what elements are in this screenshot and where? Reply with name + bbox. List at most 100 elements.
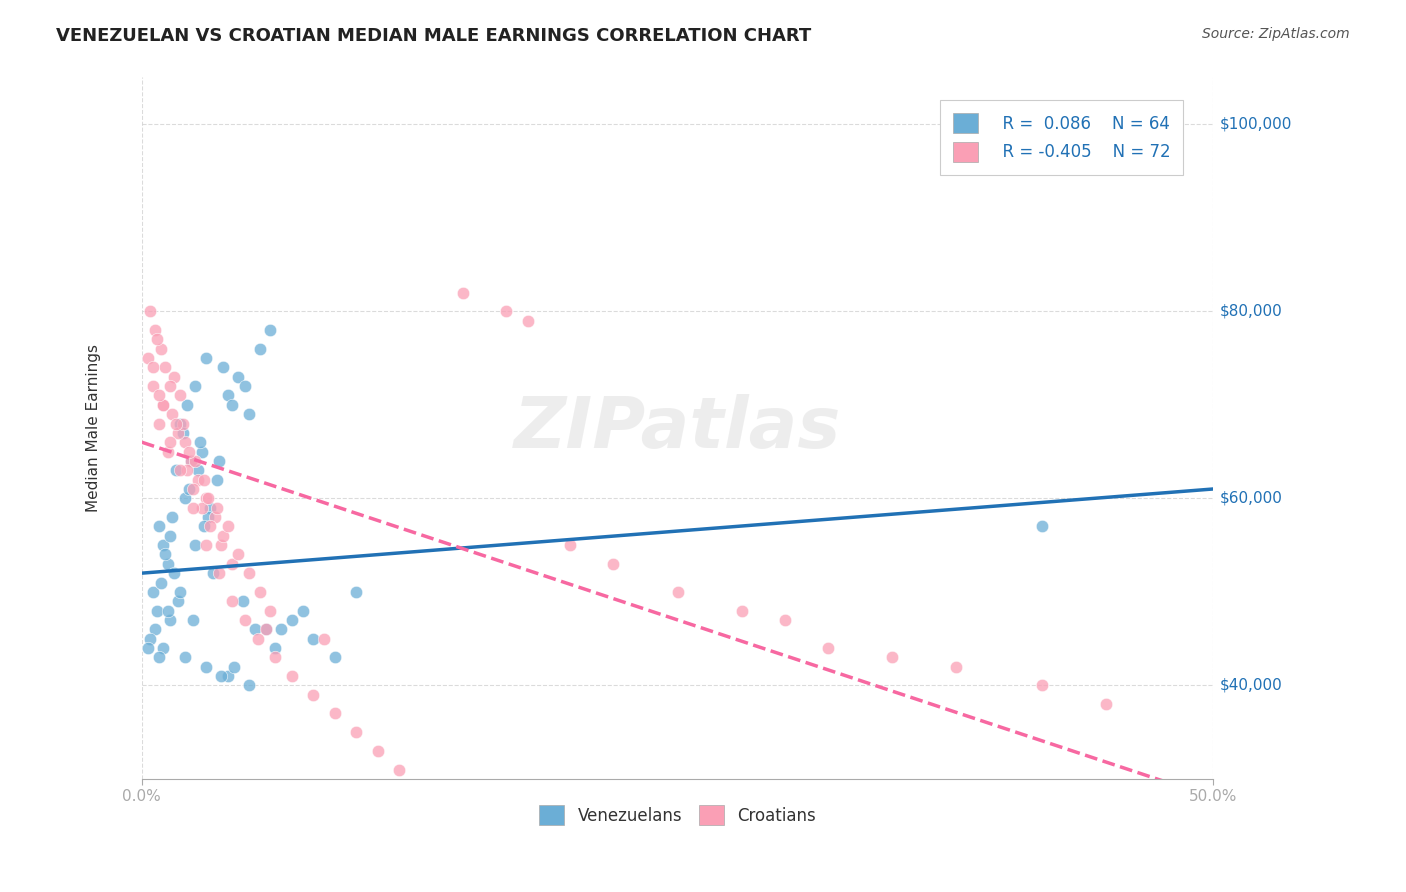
Point xyxy=(152,398,174,412)
Text: ZIPatlas: ZIPatlas xyxy=(513,393,841,463)
Point xyxy=(281,669,304,683)
Point xyxy=(238,678,260,692)
Point xyxy=(731,603,754,617)
Point xyxy=(148,388,170,402)
Point xyxy=(238,566,260,581)
Point xyxy=(169,388,191,402)
Point xyxy=(184,379,207,393)
Point xyxy=(195,351,218,365)
Point xyxy=(163,369,186,384)
Text: $60,000: $60,000 xyxy=(1220,491,1284,506)
Point xyxy=(148,650,170,665)
Point xyxy=(270,622,292,636)
Text: $100,000: $100,000 xyxy=(1220,117,1292,132)
Point xyxy=(165,417,187,431)
Point xyxy=(169,463,191,477)
Point xyxy=(156,444,179,458)
Point xyxy=(205,500,228,515)
Point xyxy=(238,407,260,421)
Point xyxy=(602,557,624,571)
Point xyxy=(291,603,314,617)
Point xyxy=(212,529,235,543)
Point xyxy=(195,659,218,673)
Point xyxy=(302,632,325,646)
Point xyxy=(148,417,170,431)
Point xyxy=(148,519,170,533)
Point xyxy=(1031,519,1053,533)
Point xyxy=(152,398,174,412)
Point xyxy=(195,538,218,552)
Point xyxy=(246,632,269,646)
Point xyxy=(159,529,181,543)
Point xyxy=(245,622,267,636)
Point xyxy=(195,491,218,506)
Point xyxy=(172,425,194,440)
Point xyxy=(259,603,281,617)
Point xyxy=(146,603,169,617)
Point xyxy=(226,369,249,384)
Point xyxy=(516,313,538,327)
Point xyxy=(177,482,200,496)
Point xyxy=(193,473,215,487)
Point xyxy=(249,585,271,599)
Point xyxy=(344,725,367,739)
Point xyxy=(773,613,796,627)
Point xyxy=(136,640,159,655)
Point xyxy=(388,763,411,777)
Point xyxy=(184,538,207,552)
Point xyxy=(254,622,277,636)
Point xyxy=(212,360,235,375)
Point xyxy=(302,688,325,702)
Point xyxy=(143,622,166,636)
Point xyxy=(226,548,249,562)
Point xyxy=(209,669,232,683)
Point xyxy=(160,407,183,421)
Point xyxy=(880,650,903,665)
Point xyxy=(263,650,285,665)
Point xyxy=(181,500,204,515)
Point xyxy=(173,650,195,665)
Point xyxy=(200,519,222,533)
Point xyxy=(136,351,159,365)
Point xyxy=(159,613,181,627)
Text: $80,000: $80,000 xyxy=(1220,304,1282,318)
Point xyxy=(180,454,202,468)
Point xyxy=(323,706,346,721)
Text: $40,000: $40,000 xyxy=(1220,678,1282,693)
Point xyxy=(323,650,346,665)
Point xyxy=(176,398,198,412)
Text: VENEZUELAN VS CROATIAN MEDIAN MALE EARNINGS CORRELATION CHART: VENEZUELAN VS CROATIAN MEDIAN MALE EARNI… xyxy=(56,27,811,45)
Point xyxy=(167,425,190,440)
Point xyxy=(139,304,162,318)
Point xyxy=(159,435,181,450)
Point xyxy=(177,444,200,458)
Point xyxy=(187,463,209,477)
Point xyxy=(173,491,195,506)
Point xyxy=(172,417,194,431)
Point xyxy=(165,463,187,477)
Point xyxy=(254,622,277,636)
Point xyxy=(160,510,183,524)
Point xyxy=(259,323,281,337)
Point xyxy=(139,632,162,646)
Point xyxy=(167,594,190,608)
Point xyxy=(159,379,181,393)
Point xyxy=(222,659,245,673)
Point xyxy=(163,566,186,581)
Point xyxy=(1031,678,1053,692)
Point xyxy=(221,398,243,412)
Point xyxy=(146,332,169,346)
Point xyxy=(141,360,163,375)
Point xyxy=(188,435,211,450)
Point xyxy=(150,575,173,590)
Point xyxy=(191,444,214,458)
Point xyxy=(560,538,582,552)
Point xyxy=(945,659,967,673)
Point xyxy=(208,566,231,581)
Point xyxy=(221,594,243,608)
Point xyxy=(217,519,239,533)
Point xyxy=(155,360,177,375)
Point xyxy=(201,566,224,581)
Point xyxy=(197,491,219,506)
Point xyxy=(817,640,839,655)
